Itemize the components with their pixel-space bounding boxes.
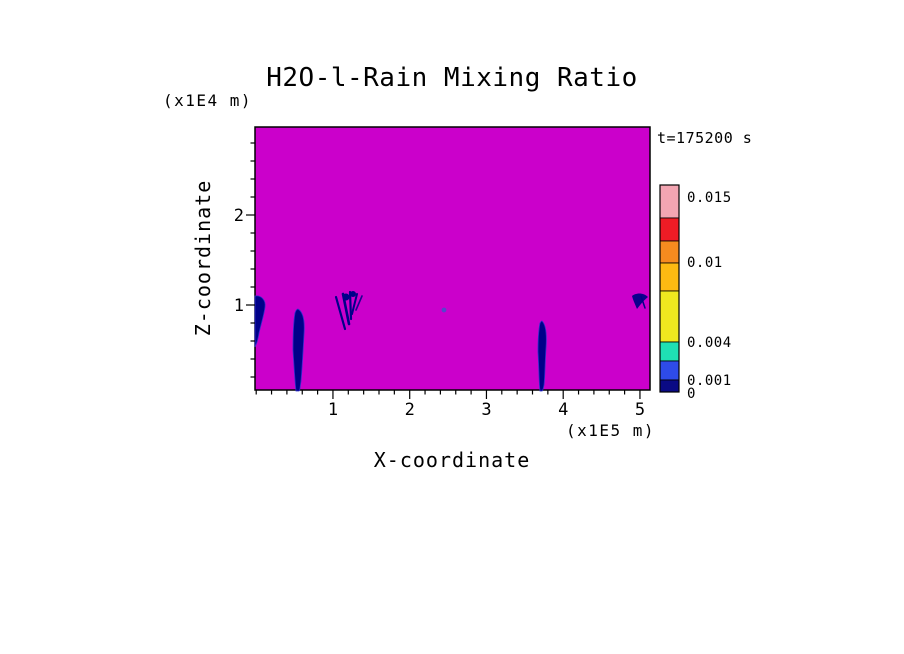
x-tick-label: 5 [635,400,645,420]
colorbar-segment [659,341,680,362]
rain-feature [441,307,447,313]
colorbar-border [659,184,680,393]
colorbar-segment [659,290,680,343]
colorbar-label: 0.01 [687,255,723,271]
rain-feature [342,293,350,301]
chart-title: H2O-l-Rain Mixing Ratio [266,63,638,93]
rain-feature [348,290,353,321]
colorbar-segment [659,217,680,242]
rain-feature [292,308,305,392]
colorbar-label: 0.004 [687,335,732,351]
rain-feature [334,295,347,331]
rain-feature [537,320,547,392]
rain-feature [355,295,363,311]
x-axis-title: X-coordinate [374,448,531,472]
y-tick-label: 2 [234,206,244,226]
colorbar-label: 0.001 [687,373,732,389]
rain-feature [254,295,266,348]
colorbar-segment [659,184,680,219]
rain-feature [351,293,358,315]
y-axis-unit-label: (x1E4 m) [163,91,252,110]
plot-area [254,126,651,391]
colorbar-label: 0.015 [687,190,732,206]
x-tick-label: 2 [405,400,415,420]
colorbar-segment [659,360,680,381]
x-tick-label: 3 [481,400,491,420]
colorbar-segment [659,379,680,393]
colorbar-segment [659,240,680,264]
colorbar-label: 0 [687,386,696,402]
rain-feature [640,295,646,309]
rain-feature [350,291,356,297]
y-axis-title: Z-coordinate [191,180,215,337]
time-annotation: t=175200 s [657,129,752,147]
rain-feature [632,293,648,309]
colorbar-segment [659,262,680,292]
y-tick-label: 1 [234,296,244,316]
x-axis-unit-label: (x1E5 m) [566,421,655,440]
x-tick-label: 4 [558,400,568,420]
x-tick-label: 1 [328,400,338,420]
